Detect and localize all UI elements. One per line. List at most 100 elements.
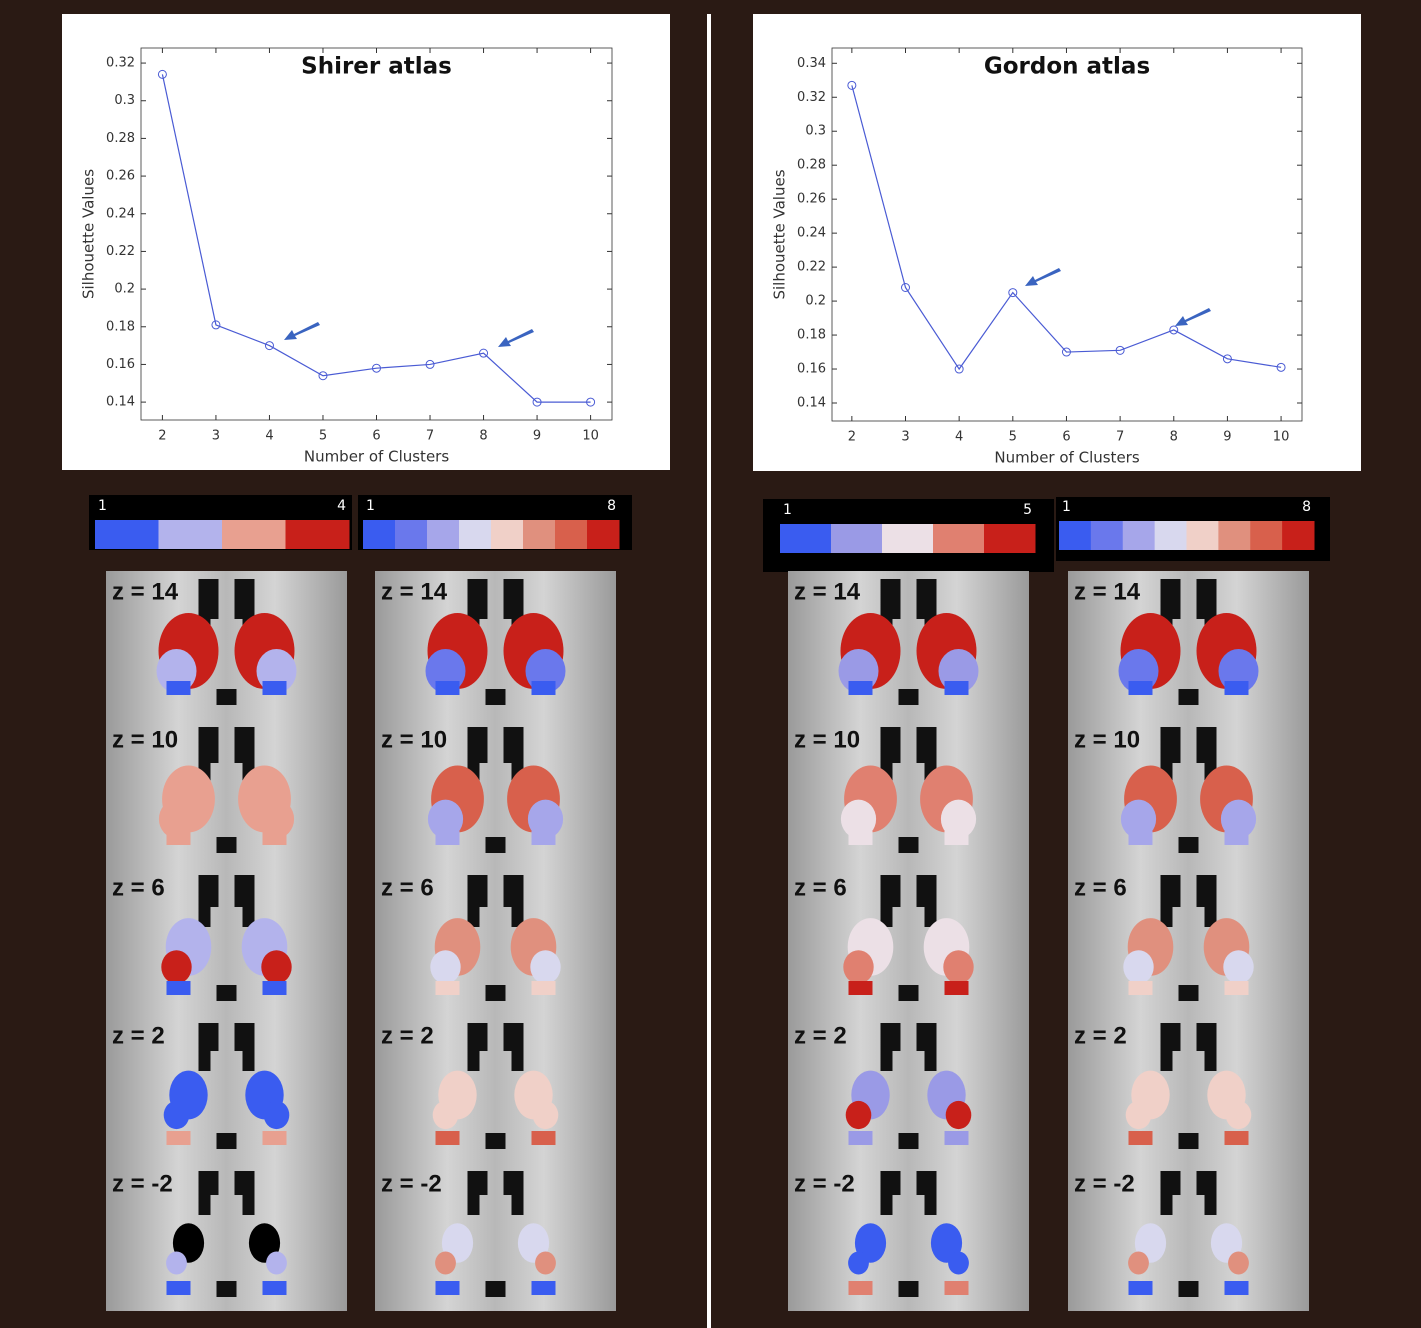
y-tick-label: 0.22: [797, 260, 826, 275]
y-tick-label: 0.26: [106, 169, 135, 184]
cluster-region: [1223, 950, 1253, 983]
cluster-region: [263, 681, 287, 695]
slice-label: z = -2: [112, 1170, 173, 1197]
y-tick-label: 0.3: [114, 93, 135, 108]
ventricle: [899, 1281, 919, 1297]
cluster-region: [532, 1131, 556, 1145]
cluster-region: [1226, 1101, 1252, 1129]
cluster-region: [433, 1101, 459, 1129]
colorbar-swatch: [984, 524, 1036, 553]
colorbar-label: 1: [98, 498, 107, 514]
cluster-region: [1129, 831, 1153, 845]
cluster-region: [849, 831, 873, 845]
colorbar-swatch: [1218, 521, 1250, 550]
cluster-region: [167, 1281, 191, 1295]
slice-label: z = 10: [381, 726, 447, 753]
brain-slice: z = 2: [1068, 1015, 1309, 1163]
slice-label: z = 6: [112, 874, 165, 901]
slice-label: z = 2: [1074, 1022, 1127, 1049]
colorbar-swatch: [286, 520, 350, 549]
ventricle: [217, 837, 237, 853]
cluster-region: [164, 1101, 190, 1129]
y-tick-label: 0.32: [797, 90, 826, 105]
brain-slice: z = 14: [1068, 571, 1309, 719]
brain-slice: z = 10: [1068, 719, 1309, 867]
cluster-region: [167, 1131, 191, 1145]
cluster-region: [849, 681, 873, 695]
ventricle: [899, 1133, 919, 1149]
cluster-region: [1129, 981, 1153, 995]
cluster-region: [1123, 950, 1153, 983]
x-tick-label: 4: [265, 429, 273, 444]
cluster-region: [161, 950, 191, 983]
cluster-region: [849, 1131, 873, 1145]
y-tick-label: 0.2: [805, 294, 826, 309]
brain-slice: z = 6: [375, 867, 616, 1015]
cluster-region: [436, 1131, 460, 1145]
slice-label: z = 6: [381, 874, 434, 901]
cluster-region: [435, 1252, 456, 1275]
colorbar-label: 1: [1062, 499, 1071, 515]
cluster-region: [1128, 1252, 1149, 1275]
x-tick-label: 4: [955, 430, 963, 445]
slice-label: z = 10: [794, 726, 860, 753]
cluster-region: [532, 1281, 556, 1295]
ventricle: [899, 837, 919, 853]
y-tick-label: 0.14: [106, 395, 135, 410]
y-tick-label: 0.18: [106, 319, 135, 334]
colorbar-swatch: [1250, 521, 1282, 550]
colorbar-swatch: [1123, 521, 1155, 550]
cluster-region: [945, 981, 969, 995]
colorbar-swatch: [587, 520, 620, 549]
slice-label: z = -2: [381, 1170, 442, 1197]
cluster-region: [1225, 831, 1249, 845]
brain-slice: z = 10: [788, 719, 1029, 867]
cluster-region: [263, 1131, 287, 1145]
cluster-region: [263, 1281, 287, 1295]
colorbar-swatch: [363, 520, 396, 549]
ventricle: [899, 985, 919, 1001]
cluster-region: [943, 950, 973, 983]
y-tick-label: 0.28: [797, 158, 826, 173]
cluster-region: [532, 681, 556, 695]
colorbar-swatch: [1155, 521, 1187, 550]
cluster-region: [266, 1252, 287, 1275]
cluster-region: [436, 1281, 460, 1295]
cluster-region: [263, 831, 287, 845]
cluster-region: [945, 1131, 969, 1145]
brain-slice: z = -2: [1068, 1163, 1309, 1311]
cluster-region: [261, 950, 291, 983]
cluster-region: [846, 1101, 872, 1129]
x-tick-label: 6: [1062, 430, 1070, 445]
cluster-region: [167, 981, 191, 995]
brain-slice: z = 6: [788, 867, 1029, 1015]
ventricle: [1179, 985, 1199, 1001]
ventricle: [486, 985, 506, 1001]
x-tick-label: 5: [319, 429, 327, 444]
ventricle: [217, 1133, 237, 1149]
chart-title: Shirer atlas: [301, 54, 452, 80]
x-tick-label: 3: [212, 429, 220, 444]
x-tick-label: 9: [533, 429, 541, 444]
cluster-region: [167, 831, 191, 845]
slice-label: z = 14: [112, 578, 179, 605]
colorbar-swatch: [831, 524, 883, 553]
slice-label: z = 2: [381, 1022, 434, 1049]
cluster-region: [535, 1252, 556, 1275]
ventricle: [217, 1281, 237, 1297]
divider: [707, 14, 711, 1328]
x-tick-label: 3: [901, 430, 909, 445]
x-tick-label: 5: [1009, 430, 1017, 445]
x-tick-label: 6: [372, 429, 380, 444]
brain-slice: z = -2: [375, 1163, 616, 1311]
colorbar-swatch: [780, 524, 832, 553]
ventricle: [1179, 1133, 1199, 1149]
cluster-region: [946, 1101, 972, 1129]
x-tick-label: 2: [848, 430, 856, 445]
slice-label: z = 2: [112, 1022, 165, 1049]
colorbar-swatch: [159, 520, 223, 549]
x-tick-label: 2: [158, 429, 166, 444]
colorbar-swatch: [395, 520, 428, 549]
cluster-region: [945, 681, 969, 695]
y-tick-label: 0.34: [797, 56, 826, 71]
